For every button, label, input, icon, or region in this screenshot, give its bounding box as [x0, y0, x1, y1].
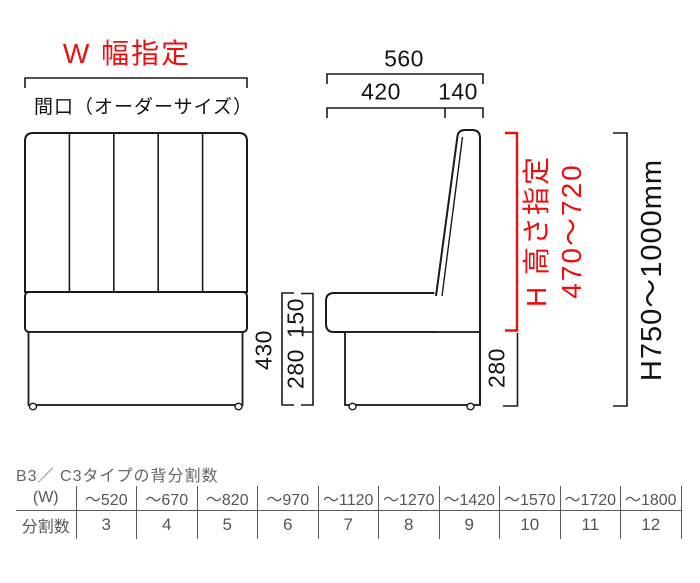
- table-count-col-6: 9: [440, 511, 500, 539]
- dim-front-base-280: 280: [282, 349, 309, 389]
- side-left-foot: [348, 402, 357, 411]
- table-count-col-0: 3: [77, 511, 137, 539]
- dim-side-base-280: 280: [483, 348, 510, 388]
- table-w-col-5: 〜1270: [379, 486, 440, 511]
- dim-back-depth-140: 140: [438, 78, 478, 105]
- table-header-count: 分割数: [16, 511, 77, 539]
- overall-height-bracket: [613, 132, 628, 407]
- table-title: B3／ C3タイプの背分割数: [16, 468, 219, 485]
- side-seat-cushion: [325, 292, 450, 333]
- furniture-dimension-drawing: [24, 73, 628, 411]
- depth-420-140-bracket: [326, 107, 484, 118]
- table-count-col-4: 7: [319, 511, 379, 539]
- table-w-col-1: 〜670: [137, 486, 198, 511]
- dim-total-depth-560: 560: [384, 45, 424, 72]
- depth-560-bracket: [326, 73, 484, 84]
- table-w-col-4: 〜1120: [318, 486, 379, 511]
- front-backrest-outline: [24, 132, 248, 293]
- dim-seat-depth-420: 420: [361, 78, 401, 105]
- side-backrest-seam: [441, 136, 464, 297]
- table-w-col-9: 〜1800: [621, 486, 682, 511]
- table-count-col-7: 10: [500, 511, 561, 539]
- table-w-col-0: 〜520: [76, 486, 137, 511]
- table-count-col-9: 12: [621, 511, 682, 539]
- dim-seat-thickness-150: 150: [282, 298, 309, 338]
- front-right-foot: [234, 402, 243, 411]
- side-right-foot: [466, 402, 475, 411]
- front-base-box: [27, 331, 244, 406]
- side-base-box: [344, 331, 481, 406]
- front-width-spec-title: W 幅指定: [62, 38, 192, 69]
- table-count-col-5: 8: [379, 511, 440, 539]
- table-w-col-2: 〜820: [197, 486, 258, 511]
- table-count-col-8: 11: [561, 511, 621, 539]
- side-280-bracket: [503, 333, 519, 407]
- height-spec-bracket: [505, 131, 519, 332]
- table-count-col-3: 6: [258, 511, 319, 539]
- height-spec-label: H 高さ指定 470〜720: [519, 155, 589, 307]
- dim-upper-height-430: 430: [250, 330, 277, 370]
- front-left-foot: [28, 402, 38, 411]
- overall-height-label: H750〜1000mm: [636, 158, 668, 382]
- table-count-col-1: 4: [137, 511, 198, 539]
- table-header-w: (W): [16, 486, 77, 511]
- table-count-col-2: 5: [198, 511, 258, 539]
- table-w-col-6: 〜1420: [439, 486, 500, 511]
- table-w-col-7: 〜1570: [500, 486, 561, 511]
- table-w-col-3: 〜970: [258, 486, 319, 511]
- front-150-280-bracket: [301, 292, 314, 406]
- height-spec-line1: H 高さ指定: [521, 154, 552, 308]
- height-spec-range: 470〜720: [556, 163, 587, 299]
- table-w-col-8: 〜1720: [560, 486, 621, 511]
- front-430-bracket: [281, 292, 294, 406]
- width-dim-bracket: [24, 77, 248, 88]
- front-width-order-label: 間口（オーダーサイズ）: [34, 97, 254, 118]
- back-division-table: (W) 〜520 〜670 〜820 〜970 〜1120 〜1270 〜142…: [16, 486, 682, 539]
- side-backrest-outline: [435, 129, 481, 405]
- front-seat-band: [24, 291, 248, 333]
